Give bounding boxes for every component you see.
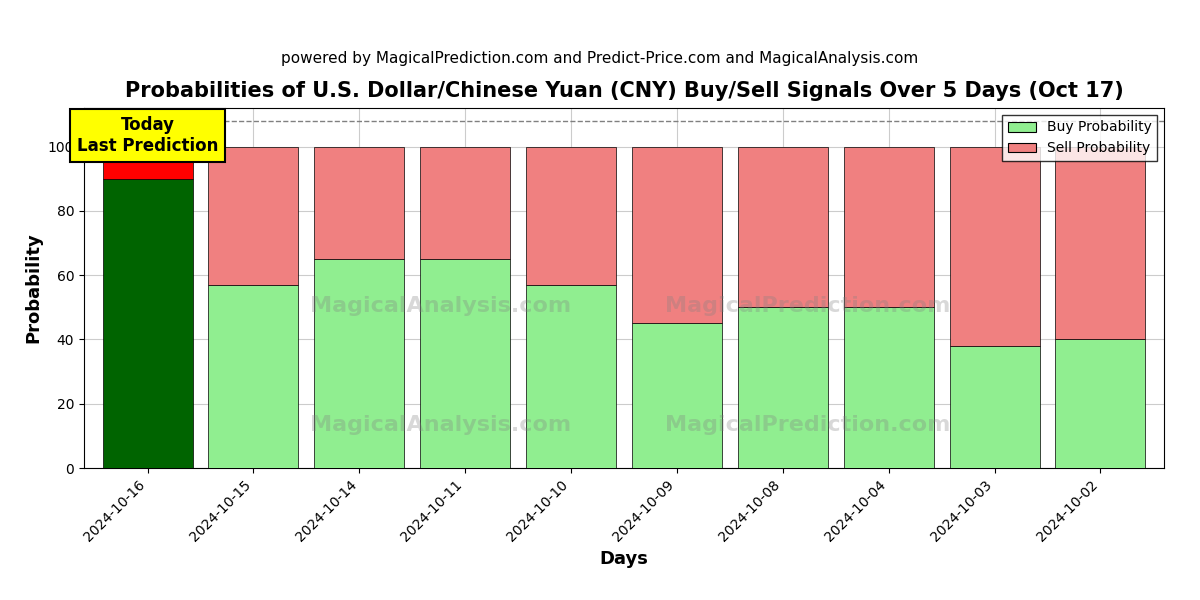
- Bar: [844, 146, 934, 307]
- Y-axis label: Probability: Probability: [24, 233, 42, 343]
- Bar: [314, 146, 404, 259]
- Bar: [1056, 146, 1146, 340]
- Text: MagicalPrediction.com: MagicalPrediction.com: [665, 296, 950, 316]
- Bar: [314, 259, 404, 468]
- Bar: [209, 146, 299, 285]
- Title: Probabilities of U.S. Dollar/Chinese Yuan (CNY) Buy/Sell Signals Over 5 Days (Oc: Probabilities of U.S. Dollar/Chinese Yua…: [125, 81, 1123, 101]
- Text: powered by MagicalPrediction.com and Predict-Price.com and MagicalAnalysis.com: powered by MagicalPrediction.com and Pre…: [281, 51, 919, 66]
- Bar: [844, 307, 934, 468]
- X-axis label: Days: Days: [600, 550, 648, 568]
- Bar: [1056, 340, 1146, 468]
- Legend: Buy Probability, Sell Probability: Buy Probability, Sell Probability: [1002, 115, 1157, 161]
- Bar: [209, 285, 299, 468]
- Bar: [632, 146, 722, 323]
- Text: Today
Last Prediction: Today Last Prediction: [77, 116, 218, 155]
- Bar: [632, 323, 722, 468]
- Bar: [526, 285, 616, 468]
- Text: MagicalPrediction.com: MagicalPrediction.com: [665, 415, 950, 435]
- Bar: [949, 146, 1039, 346]
- Bar: [738, 307, 828, 468]
- Bar: [420, 259, 510, 468]
- Bar: [526, 146, 616, 285]
- Text: MagicalAnalysis.com: MagicalAnalysis.com: [310, 415, 571, 435]
- Bar: [102, 179, 192, 468]
- Bar: [738, 146, 828, 307]
- Bar: [102, 146, 192, 179]
- Bar: [420, 146, 510, 259]
- Text: MagicalAnalysis.com: MagicalAnalysis.com: [310, 296, 571, 316]
- Bar: [949, 346, 1039, 468]
